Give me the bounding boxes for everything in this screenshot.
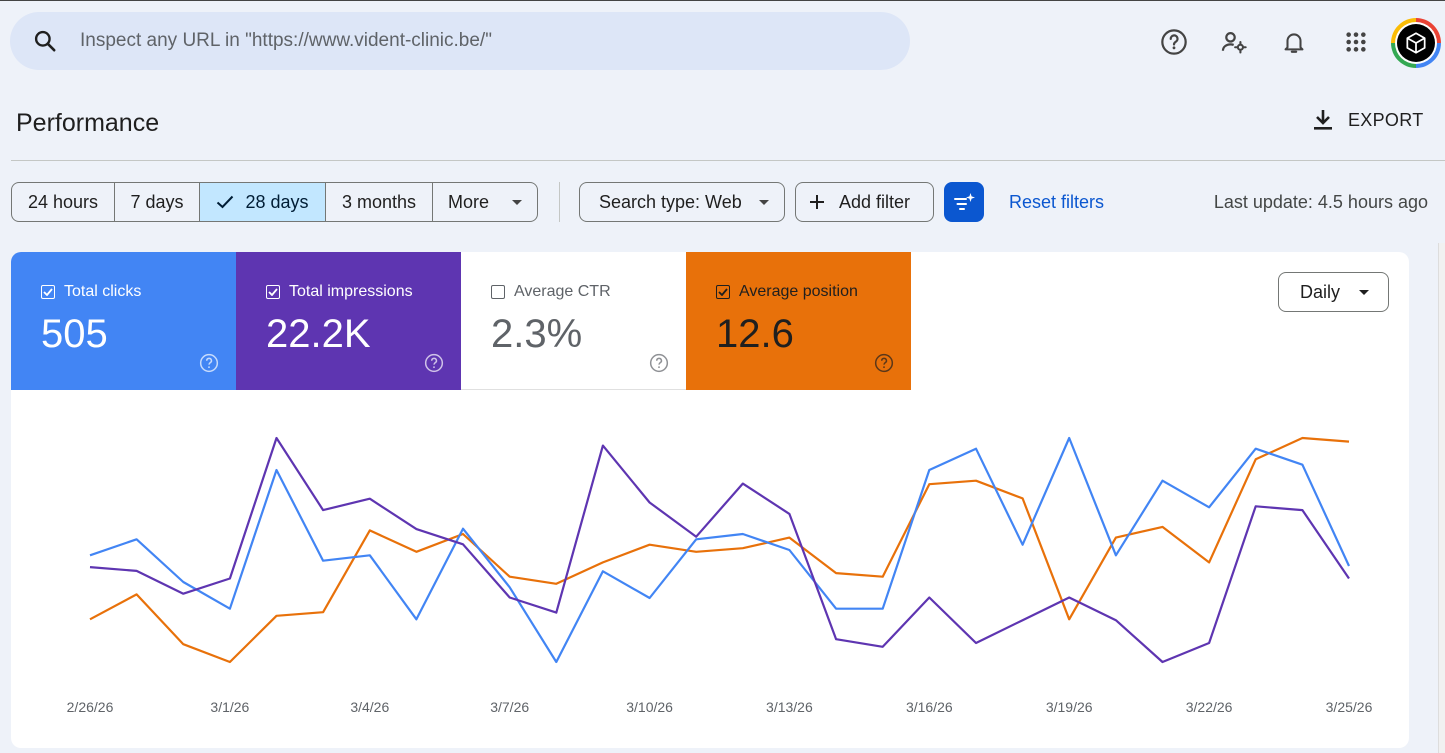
account-avatar[interactable] [1391, 18, 1441, 68]
range-24-hours[interactable]: 24 hours [12, 183, 115, 221]
header-divider [11, 160, 1445, 161]
range-label: 28 days [245, 191, 309, 212]
range-label: 3 months [341, 191, 417, 212]
search-icon [34, 30, 56, 52]
x-tick-label: 3/4/26 [350, 699, 389, 715]
metric-label: Average CTR [514, 283, 611, 300]
add-filter-button[interactable]: Add filter [795, 182, 934, 222]
caret-down-icon [1359, 290, 1369, 295]
checkbox-icon[interactable] [266, 285, 280, 299]
x-tick-label: 3/10/26 [626, 699, 673, 715]
download-icon [1314, 110, 1332, 130]
range-label: More [448, 191, 490, 212]
smart-filter-button[interactable] [944, 182, 984, 222]
metric-average-position[interactable]: Average position 12.6 [686, 252, 911, 390]
help-icon[interactable] [424, 353, 444, 373]
url-inspection-input[interactable] [80, 30, 860, 52]
last-update-text: Last update: 4.5 hours ago [1213, 192, 1428, 212]
export-button[interactable]: EXPORT [1312, 108, 1424, 132]
cube-logo-icon [1406, 32, 1426, 54]
x-tick-label: 2/26/26 [67, 699, 114, 715]
check-icon [217, 195, 234, 209]
toolbar-separator [559, 182, 560, 222]
series-line-total-impressions [89, 436, 1350, 664]
series-line-average-position [89, 436, 1350, 664]
metric-total-clicks[interactable]: Total clicks 505 [11, 252, 236, 390]
checkbox-icon[interactable] [41, 285, 55, 299]
metric-value: 505 [41, 312, 108, 356]
metric-label: Total impressions [289, 283, 413, 300]
metric-value: 2.3% [491, 312, 583, 356]
x-tick-label: 3/13/26 [766, 699, 813, 715]
x-tick-label: 3/25/26 [1326, 699, 1373, 715]
performance-chart-card: Total clicks 505 Total impressions 22.2K… [11, 252, 1409, 748]
notifications-icon[interactable] [1274, 22, 1314, 62]
page-scrollbar[interactable] [1438, 243, 1445, 753]
metric-value: 22.2K [266, 312, 371, 356]
metric-label: Total clicks [64, 283, 142, 300]
caret-down-icon [759, 200, 769, 205]
range-28-days[interactable]: 28 days [200, 183, 326, 221]
help-icon[interactable] [649, 353, 669, 373]
plus-icon [810, 195, 824, 209]
help-icon[interactable] [199, 353, 219, 373]
search-type-label: Search type: Web [599, 191, 742, 212]
help-icon[interactable] [874, 353, 894, 373]
page-title: Performance [16, 109, 160, 137]
window-top-border [0, 0, 1445, 1]
x-tick-label: 3/16/26 [906, 699, 953, 715]
range-3-months[interactable]: 3 months [326, 183, 433, 221]
range-label: 24 hours [27, 191, 99, 212]
apps-grid-icon[interactable] [1336, 22, 1376, 62]
help-icon[interactable] [1154, 22, 1194, 62]
add-filter-label: Add filter [839, 191, 911, 212]
x-tick-label: 3/7/26 [490, 699, 529, 715]
reset-filters-link[interactable]: Reset filters [1009, 192, 1105, 212]
export-label: EXPORT [1348, 109, 1424, 130]
x-tick-label: 3/22/26 [1186, 699, 1233, 715]
range-7-days[interactable]: 7 days [115, 183, 200, 221]
metric-total-impressions[interactable]: Total impressions 22.2K [236, 252, 461, 390]
checkbox-icon[interactable] [491, 285, 505, 299]
checkbox-icon[interactable] [716, 285, 730, 299]
sparkle-filter-icon [954, 193, 975, 210]
manage-users-icon[interactable] [1214, 22, 1254, 62]
granularity-label: Daily [1300, 281, 1341, 302]
x-tick-label: 3/19/26 [1046, 699, 1093, 715]
metric-value: 12.6 [716, 312, 794, 356]
caret-down-icon [512, 199, 523, 205]
x-tick-label: 3/1/26 [210, 699, 249, 715]
metric-label: Average position [739, 283, 858, 300]
range-more-dropdown[interactable]: More [433, 183, 537, 221]
url-inspection-search[interactable] [10, 12, 910, 70]
search-type-dropdown[interactable]: Search type: Web [579, 182, 785, 222]
range-label: 7 days [130, 191, 184, 212]
date-range-selector: 24 hours 7 days 28 days 3 months More [11, 182, 538, 222]
metric-average-ctr[interactable]: Average CTR 2.3% [461, 252, 686, 390]
series-line-total-clicks [89, 436, 1350, 664]
granularity-dropdown[interactable]: Daily [1278, 272, 1389, 312]
